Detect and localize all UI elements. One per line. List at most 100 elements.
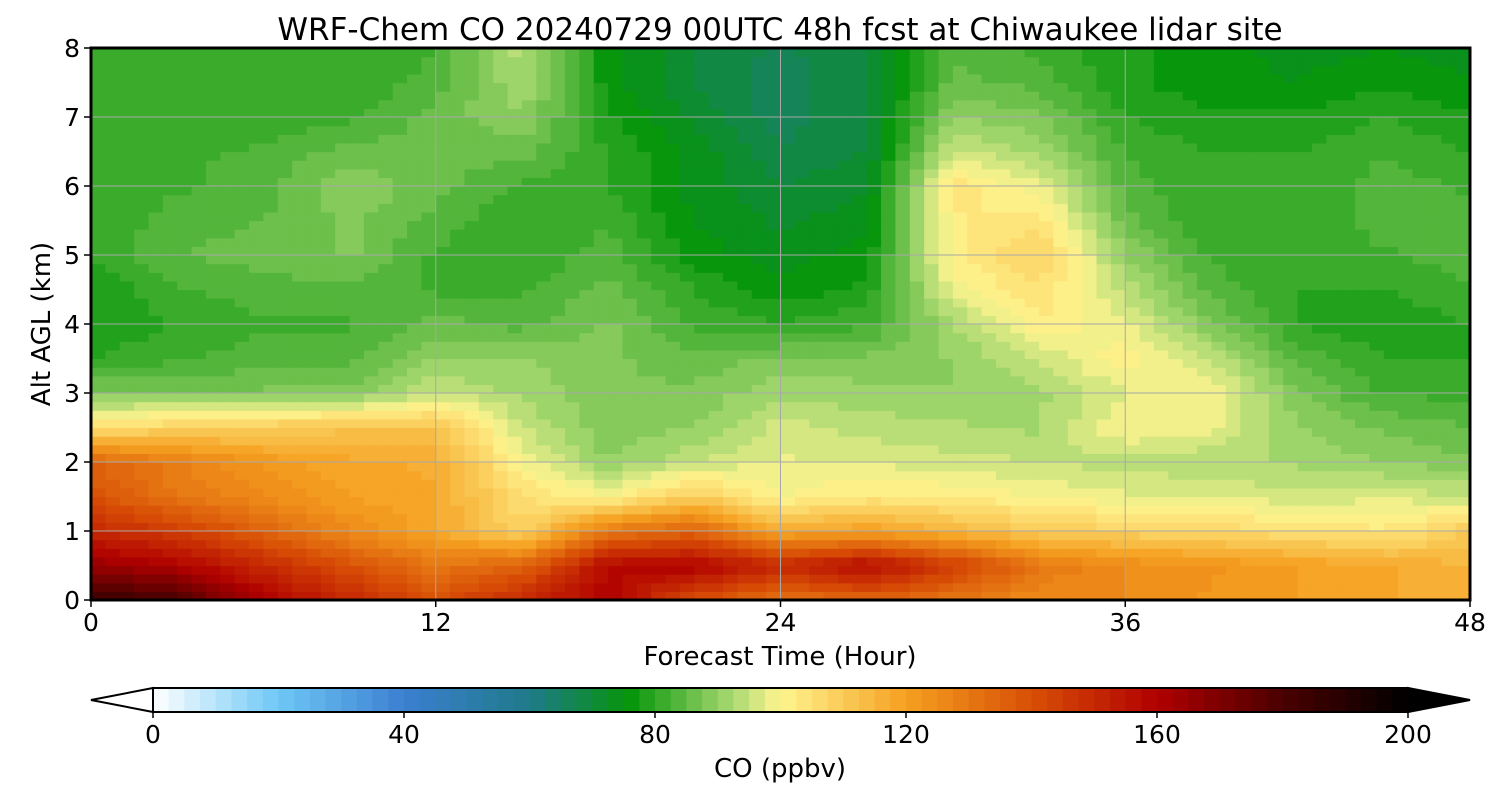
heat-cell — [292, 168, 308, 178]
heat-cell — [1355, 332, 1371, 342]
heat-cell — [1455, 160, 1470, 170]
heat-cell — [1139, 418, 1155, 429]
heat-cell — [723, 272, 738, 282]
heat-cell — [119, 298, 135, 308]
heat-cell — [1326, 306, 1342, 316]
heat-cell — [1340, 315, 1356, 325]
heat-cell — [1240, 462, 1256, 472]
heat-cell — [766, 574, 782, 584]
heat-cell — [1082, 531, 1098, 541]
heat-cell — [837, 591, 853, 600]
heat-cell — [866, 280, 882, 291]
heat-cell — [895, 436, 911, 446]
heat-cell — [1082, 255, 1098, 265]
heat-cell — [105, 384, 121, 394]
heat-cell — [464, 194, 480, 204]
heat-cell — [1426, 367, 1442, 377]
heat-cell — [450, 324, 466, 334]
heat-cell — [421, 220, 437, 230]
heat-cell — [220, 349, 236, 360]
heat-cell — [435, 272, 451, 282]
heat-cell — [306, 513, 322, 523]
heat-cell — [421, 168, 437, 178]
heat-cell — [263, 427, 279, 437]
heat-cell — [751, 186, 767, 196]
heat-cell — [1311, 556, 1327, 567]
heat-cell — [1355, 565, 1371, 575]
heat-cell — [1096, 341, 1112, 351]
heat-cell — [1182, 522, 1198, 532]
heat-cell — [249, 436, 264, 446]
heat-cell — [622, 203, 638, 213]
heat-cell — [134, 487, 150, 498]
heat-cell — [392, 384, 408, 394]
heat-cell — [780, 280, 796, 291]
heat-cell — [1240, 375, 1256, 385]
heat-cell — [177, 186, 193, 196]
heat-cell — [1225, 298, 1241, 308]
heat-cell — [421, 160, 437, 170]
heat-cell — [234, 496, 250, 506]
heat-cell — [191, 194, 207, 204]
heat-cell — [708, 255, 724, 265]
heat-cell — [780, 151, 796, 161]
heat-cell — [1297, 341, 1313, 351]
heat-cell — [981, 194, 997, 204]
heat-cell — [521, 168, 537, 178]
heat-cell — [837, 358, 853, 368]
heat-cell — [866, 444, 882, 454]
heat-cell — [1340, 255, 1356, 265]
heat-cell — [708, 574, 724, 584]
heat-cell — [1039, 168, 1055, 178]
heat-cell — [1082, 522, 1098, 532]
heat-cell — [1010, 531, 1026, 541]
heat-cell — [1096, 315, 1112, 325]
heat-cell — [1398, 272, 1414, 282]
heat-cell — [1311, 272, 1327, 282]
heat-cell — [1182, 513, 1198, 523]
heat-cell — [1383, 194, 1399, 204]
heat-cell — [277, 177, 293, 187]
heat-cell — [1240, 487, 1256, 498]
heat-cell — [852, 539, 868, 549]
heat-cell — [234, 479, 250, 489]
heat-cell — [550, 470, 566, 480]
heat-cell — [1211, 289, 1227, 299]
heat-cell — [1211, 384, 1227, 394]
heat-cell — [1039, 401, 1055, 411]
heat-cell — [665, 393, 681, 403]
heat-cell — [565, 487, 580, 498]
heat-cell — [579, 444, 595, 454]
heat-cell — [651, 211, 667, 222]
heat-cell — [335, 220, 351, 230]
heat-cell — [694, 194, 710, 204]
heat-cell — [363, 211, 379, 222]
heat-cell — [191, 487, 207, 498]
heat-cell — [909, 255, 925, 265]
heat-cell — [1153, 582, 1169, 592]
heat-cell — [478, 436, 494, 446]
heat-cell — [263, 263, 279, 273]
heat-cell — [565, 591, 580, 600]
heat-cell — [148, 436, 164, 446]
heat-cell — [737, 289, 753, 299]
heat-cell — [909, 272, 925, 282]
heat-cell — [1254, 255, 1270, 265]
heat-cell — [292, 272, 308, 282]
heat-cell — [1197, 539, 1213, 549]
heat-cell — [723, 298, 738, 308]
heat-cell — [1010, 160, 1026, 170]
heat-cell — [435, 410, 451, 420]
heat-cell — [435, 151, 451, 161]
heat-cell — [1355, 487, 1371, 498]
heat-cell — [665, 531, 681, 541]
heat-cell — [1125, 375, 1141, 385]
heat-cell — [794, 168, 810, 178]
heat-cell — [1441, 186, 1457, 196]
heat-cell — [1268, 160, 1284, 170]
heat-cell — [823, 160, 839, 170]
heat-cell — [909, 375, 925, 385]
heat-cell — [1426, 427, 1442, 437]
heat-cell — [866, 211, 882, 222]
heat-cell — [1297, 289, 1313, 299]
